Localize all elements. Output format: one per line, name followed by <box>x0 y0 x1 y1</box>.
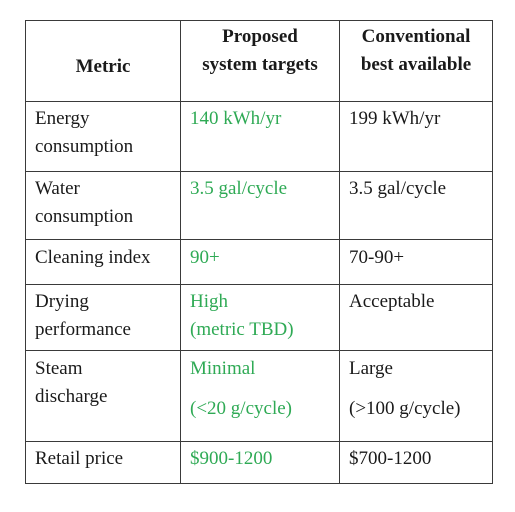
metric-cell: Water consumption <box>25 171 181 240</box>
conventional-cell: 3.5 gal/cycle <box>339 171 493 240</box>
table-row: Steam discharge Minimal (<20 g/cycle) La… <box>25 350 493 442</box>
metric-label: discharge <box>35 386 108 407</box>
proposed-cell: 140 kWh/yr <box>180 101 340 172</box>
header-conventional: Conventional best available <box>339 20 493 102</box>
conventional-cell: $700-1200 <box>339 441 493 484</box>
conventional-cell: 199 kWh/yr <box>339 101 493 172</box>
proposed-cell: Minimal (<20 g/cycle) <box>180 350 340 442</box>
metric-label: Retail price <box>35 448 124 469</box>
header-metric-label: Metric <box>75 56 131 77</box>
table-row: Cleaning index 90+ 70-90+ <box>25 239 493 285</box>
metric-cell: Drying performance <box>25 284 181 351</box>
metric-label: consumption <box>35 136 134 157</box>
conventional-value: 70-90+ <box>349 247 405 268</box>
metric-cell: Retail price <box>25 441 181 484</box>
proposed-cell: $900-1200 <box>180 441 340 484</box>
metric-label: Drying <box>35 291 89 312</box>
proposed-value: High <box>190 291 228 312</box>
metric-label: consumption <box>35 206 134 227</box>
table-row: Energy consumption 140 kWh/yr 199 kWh/yr <box>25 101 493 172</box>
metric-label: performance <box>35 319 131 340</box>
proposed-value: Minimal <box>190 358 256 379</box>
proposed-value: 3.5 gal/cycle <box>190 178 288 199</box>
header-proposed: Proposed system targets <box>180 20 340 102</box>
metric-label: Energy <box>35 108 90 129</box>
proposed-cell: 3.5 gal/cycle <box>180 171 340 240</box>
table-row: Drying performance High (metric TBD) Acc… <box>25 284 493 351</box>
proposed-cell: High (metric TBD) <box>180 284 340 351</box>
comparison-table: Metric Proposed system targets Conventio… <box>25 20 493 484</box>
header-metric: Metric <box>25 20 181 102</box>
proposed-value: 140 kWh/yr <box>190 108 282 129</box>
metric-cell: Steam discharge <box>25 350 181 442</box>
metric-cell: Cleaning index <box>25 239 181 285</box>
table-row: Retail price $900-1200 $700-1200 <box>25 441 493 484</box>
conventional-cell: Acceptable <box>339 284 493 351</box>
metric-label: Steam <box>35 358 83 379</box>
proposed-value: (metric TBD) <box>190 319 294 340</box>
proposed-value: 90+ <box>190 247 220 268</box>
proposed-value: (<20 g/cycle) <box>190 398 292 419</box>
header-proposed-line-1: Proposed <box>222 26 298 47</box>
conventional-cell: 70-90+ <box>339 239 493 285</box>
header-proposed-line-2: system targets <box>202 54 318 75</box>
proposed-cell: 90+ <box>180 239 340 285</box>
table-row: Water consumption 3.5 gal/cycle 3.5 gal/… <box>25 171 493 240</box>
header-conventional-line-1: Conventional <box>361 26 471 47</box>
conventional-value: Large <box>349 358 393 379</box>
header-row: Metric Proposed system targets Conventio… <box>25 20 493 102</box>
metric-cell: Energy consumption <box>25 101 181 172</box>
conventional-value: 3.5 gal/cycle <box>349 178 447 199</box>
conventional-cell: Large (>100 g/cycle) <box>339 350 493 442</box>
metric-label: Water <box>35 178 80 199</box>
metric-label: Cleaning index <box>35 247 151 268</box>
header-conventional-line-2: best available <box>360 54 472 75</box>
conventional-value: (>100 g/cycle) <box>349 398 461 419</box>
proposed-value: $900-1200 <box>190 448 273 469</box>
conventional-value: $700-1200 <box>349 448 432 469</box>
conventional-value: Acceptable <box>349 291 435 312</box>
conventional-value: 199 kWh/yr <box>349 108 441 129</box>
